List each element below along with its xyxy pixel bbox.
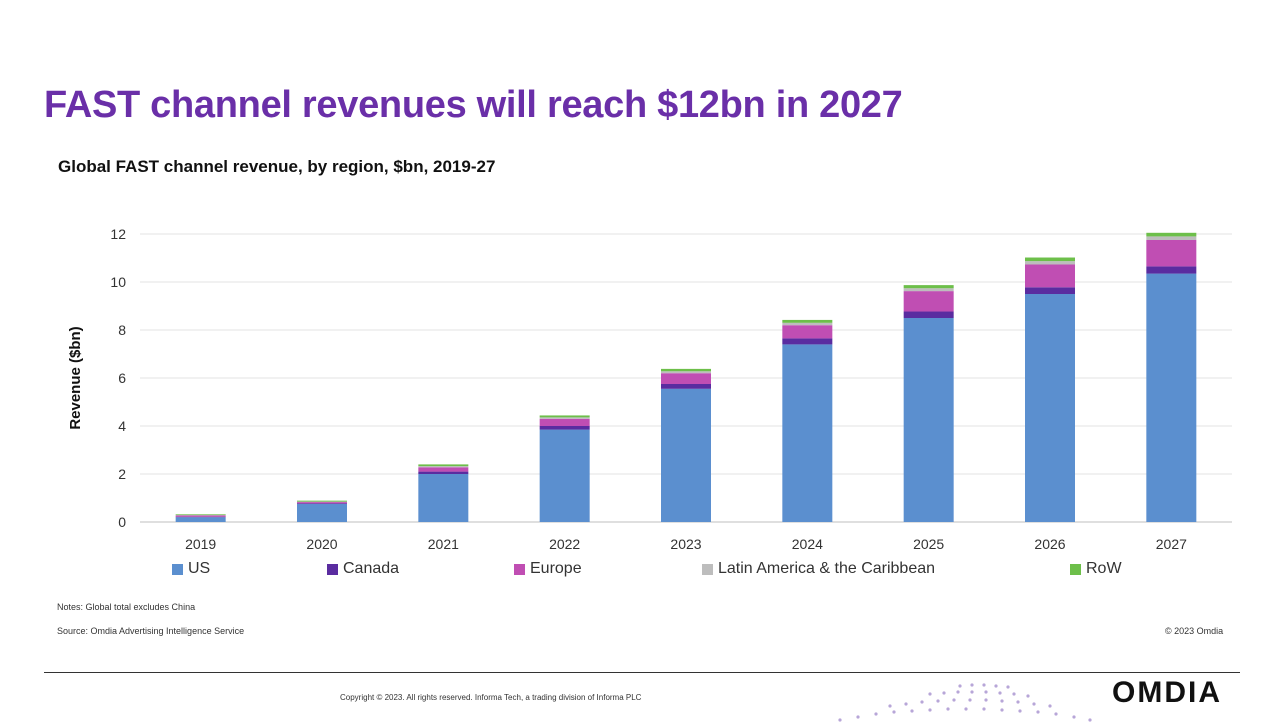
bar-segment-row-2024 [782,319,833,323]
bar-segment-us-2027 [1146,273,1197,522]
bar-segment-latin-america-the-caribbean-2023 [661,371,711,374]
bar-segment-latin-america-the-caribbean-2027 [1146,236,1197,240]
x-tick-label: 2026 [1034,536,1065,552]
x-tick-label: 2024 [792,536,823,552]
x-tick-label: 2020 [306,536,337,552]
bar-segment-canada-2027 [1146,266,1197,274]
bar-segment-canada-2021 [418,471,469,474]
bar-segment-row-2027 [1146,232,1197,237]
stacked-bar-chart: 0 2 4 6 8 10 12 Revenue ($bn) 2019 2020 2021 2022 20… [67,226,1232,552]
omdia-logo: OMDIA [1112,676,1222,709]
legend-label: RoW [1086,560,1122,577]
bar-segment-latin-america-the-caribbean-2026 [1025,261,1075,265]
legend-label: Europe [530,560,582,577]
legend-label: Canada [343,560,400,577]
bar-segment-row-2023 [661,368,711,372]
footer-copyright: Copyright © 2023. All rights reserved. I… [340,693,642,702]
bar-segment-us-2026 [1025,294,1075,522]
bar-segment-europe-2021 [418,467,469,472]
bar-segment-europe-2022 [539,418,590,426]
y-tick-label: 8 [118,322,126,338]
bar-segment-latin-america-the-caribbean-2024 [782,322,833,326]
legend-swatch [172,563,183,575]
chart-copyright: © 2023 Omdia [1165,626,1224,636]
bar-segment-canada-2025 [903,311,954,318]
x-tick-label: 2022 [549,536,580,552]
bar-segment-latin-america-the-caribbean-2022 [539,417,590,419]
bar-segment-us-2019 [175,517,226,522]
y-tick-label: 12 [110,226,126,242]
x-tick-label: 2027 [1156,536,1187,552]
footer-divider [44,672,1240,673]
bar-segment-latin-america-the-caribbean-2021 [418,466,469,468]
y-axis-label: Revenue ($bn) [67,326,84,429]
bar-segment-europe-2023 [661,373,711,384]
legend-swatch [1070,563,1081,575]
x-tick-label: 2025 [913,536,944,552]
y-tick-label: 10 [110,274,126,290]
bar-segment-europe-2024 [782,325,833,339]
bar-segment-us-2023 [661,388,711,522]
legend-swatch [327,563,338,575]
y-tick-label: 4 [118,418,126,434]
bar-segment-canada-2022 [539,426,590,430]
bar-segment-europe-2025 [903,291,954,312]
legend-swatch [514,563,525,575]
bar-segment-europe-2019 [175,515,226,517]
bar-segment-europe-2020 [297,502,347,504]
bar-segment-row-2019 [175,514,226,516]
x-tick-label: 2021 [428,536,459,552]
chart-title: Global FAST channel revenue, by region, … [58,157,496,176]
bar-segment-latin-america-the-caribbean-2025 [903,288,954,292]
chart-legend: US Canada Europe Latin America & the Caribb… [0,560,1284,582]
x-tick-label: 2023 [670,536,701,552]
legend-item-us: US [172,560,210,578]
bar-segment-us-2021 [418,474,469,522]
bar-segment-canada-2020 [297,503,347,504]
bar-segment-europe-2026 [1025,264,1075,288]
decorative-dots [838,683,1092,722]
legend-item-row: RoW [1070,560,1122,578]
chart-source: Source: Omdia Advertising Intelligence S… [57,626,245,636]
legend-label: US [188,560,211,577]
bar-segment-row-2021 [418,464,469,467]
legend-item-europe: Europe [514,560,582,578]
bar-segment-canada-2023 [661,384,711,389]
slide-title: FAST channel revenues will reach $12bn i… [44,84,903,126]
x-tick-label: 2019 [185,536,216,552]
chart-note: Notes: Global total excludes China [57,602,196,612]
legend-item-canada: Canada [327,560,399,578]
legend-swatch [702,563,713,575]
legend-label: Latin America & the Caribbean [718,560,936,577]
bar-segment-row-2022 [539,415,590,418]
bar-segment-europe-2027 [1146,240,1197,267]
y-tick-label: 6 [118,370,126,386]
bar-segment-us-2025 [903,318,954,522]
y-tick-label: 0 [118,514,126,530]
bar-segment-us-2022 [539,429,590,522]
bar-segment-us-2020 [297,504,347,522]
bar-segment-row-2026 [1025,257,1075,262]
bar-segment-canada-2024 [782,338,833,345]
y-tick-label: 2 [118,466,126,482]
bar-segment-us-2024 [782,344,833,522]
legend-item-latin-america-the-caribbean: Latin America & the Caribbean [702,560,935,578]
bar-segment-row-2025 [903,285,954,289]
bar-segment-canada-2026 [1025,287,1075,294]
bar-segment-row-2020 [297,500,347,502]
